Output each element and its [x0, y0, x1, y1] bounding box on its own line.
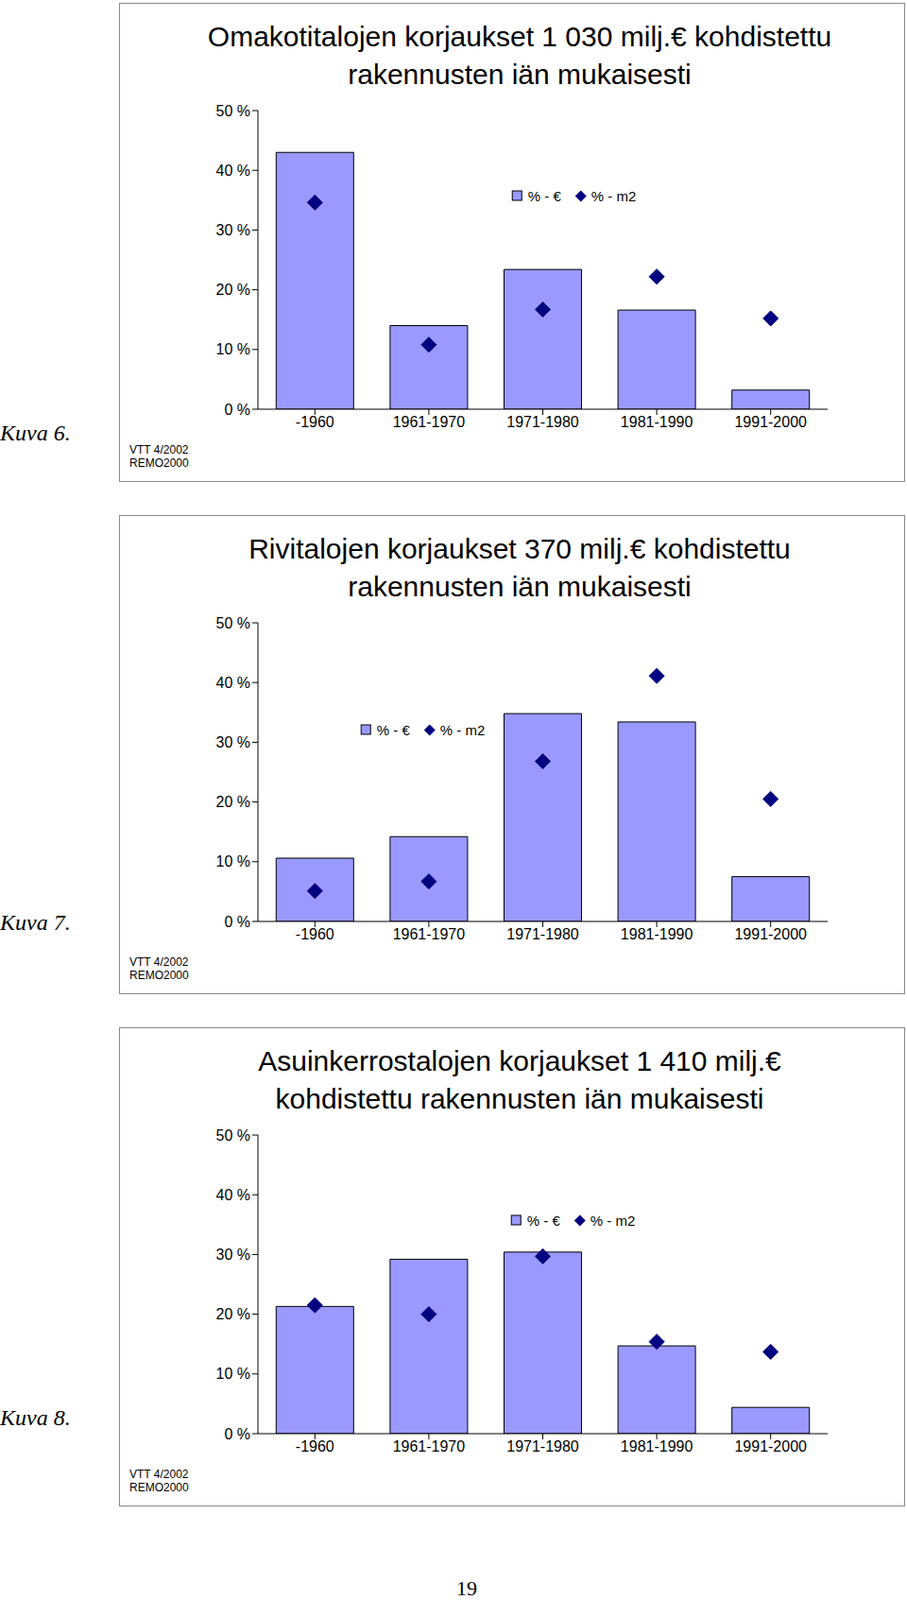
svg-text:50 %: 50 % [216, 102, 251, 120]
svg-text:10 %: 10 % [216, 1365, 251, 1382]
html-text:REMO2000: REMO2000 [129, 456, 189, 470]
svg-text:1981-1990: 1981-1990 [620, 1437, 694, 1455]
svg-text:1981-1990: 1981-1990 [620, 925, 694, 942]
svg-text:1961-1970: 1961-1970 [393, 413, 466, 430]
svg-text:10 %: 10 % [216, 853, 251, 870]
svg-text:1971-1980: 1971-1980 [506, 413, 580, 430]
html-text:% - m2: % - m2 [590, 1211, 636, 1228]
html-text:Asuinkerrostalojen korjaukset: Asuinkerrostalojen korjaukset 1 410 milj… [258, 1044, 782, 1114]
svg-text:1971-1980: 1971-1980 [506, 925, 580, 942]
html-text:Kuva 6.: Kuva 6. [0, 420, 71, 445]
svg-text:-1960: -1960 [295, 925, 335, 942]
svg-text:1991-2000: 1991-2000 [734, 1437, 807, 1455]
html-text:% - m2: % - m2 [591, 187, 637, 204]
html-text:REMO2000: REMO2000 [129, 968, 189, 982]
svg-text:-1960: -1960 [295, 413, 335, 430]
svg-text:1991-2000: 1991-2000 [734, 413, 807, 430]
html-text:VTT 4/2002: VTT 4/2002 [129, 443, 189, 457]
svg-text:20 %: 20 % [216, 793, 251, 810]
svg-text:40 %: 40 % [216, 162, 251, 179]
svg-text:1961-1970: 1961-1970 [393, 925, 466, 942]
svg-text:40 %: 40 % [216, 674, 251, 691]
html-text:Rivitalojen korjaukset 370 mil: Rivitalojen korjaukset 370 milj.€ kohdis… [248, 532, 791, 602]
html-text:VTT 4/2002: VTT 4/2002 [129, 1467, 189, 1481]
svg-text:40 %: 40 % [216, 1186, 251, 1203]
svg-text:50 %: 50 % [216, 1127, 251, 1144]
svg-text:1991-2000: 1991-2000 [734, 925, 807, 942]
svg-text:30 %: 30 % [216, 734, 251, 751]
svg-text:1981-1990: 1981-1990 [620, 413, 694, 430]
svg-text:20 %: 20 % [216, 281, 251, 298]
svg-text:1971-1980: 1971-1980 [506, 1437, 580, 1455]
svg-text:1961-1970: 1961-1970 [393, 1437, 466, 1455]
html-text:REMO2000: REMO2000 [129, 1480, 189, 1494]
html-text:Kuva 7.: Kuva 7. [0, 909, 71, 935]
svg-text:-1960: -1960 [295, 1437, 335, 1455]
html-text:Omakotitalojen korjaukset 1 03: Omakotitalojen korjaukset 1 030 milj.€ k… [207, 20, 832, 90]
svg-text:0 %: 0 % [223, 1425, 251, 1442]
svg-text:0 %: 0 % [223, 401, 251, 418]
html-text:VTT 4/2002: VTT 4/2002 [129, 955, 189, 969]
svg-text:0 %: 0 % [223, 913, 251, 930]
svg-text:10 %: 10 % [216, 341, 251, 358]
svg-text:20 %: 20 % [216, 1305, 251, 1322]
html-text:19: 19 [456, 1575, 478, 1600]
svg-text:30 %: 30 % [216, 1246, 251, 1263]
svg-text:50 %: 50 % [216, 615, 251, 632]
html-text:Kuva 8.: Kuva 8. [0, 1404, 71, 1430]
html-text:% - m2: % - m2 [440, 721, 485, 738]
svg-text:30 %: 30 % [216, 222, 251, 239]
